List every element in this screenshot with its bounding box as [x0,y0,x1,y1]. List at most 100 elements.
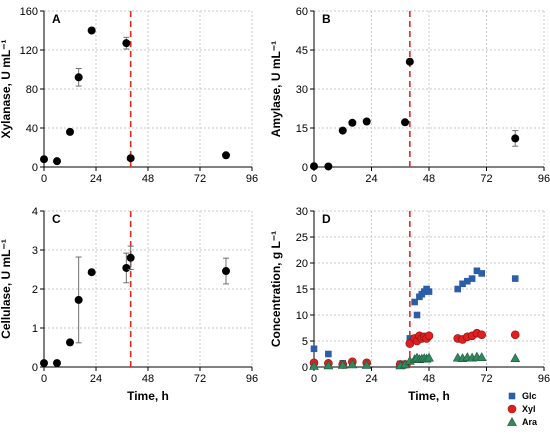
y-tick-label: 25 [296,232,308,244]
data-point [468,275,476,282]
legend-label: Glc [522,391,537,401]
y-tick-label: 60 [296,6,308,18]
data-point [122,263,131,272]
x-tick-label: 24 [90,173,102,185]
data-point [126,253,135,262]
x-tick-label: 0 [41,373,47,385]
data-point [87,26,96,35]
panel-label: A [52,12,61,26]
y-axis-title: Concentration, g L⁻¹ [269,231,283,347]
panel-label: C [52,212,61,226]
data-point [324,162,333,171]
data-point [87,268,96,277]
y-tick-label: 5 [302,336,308,348]
legend-label: Xyl [522,404,536,414]
data-point [510,353,521,362]
data-point [325,350,332,358]
legend-marker [507,404,517,414]
x-tick-label: 24 [365,173,377,185]
data-point [401,118,410,127]
y-tick-label: 0 [32,162,38,174]
x-tick-label: 0 [41,173,47,185]
data-point [454,285,462,293]
data-point [511,275,519,282]
data-point [53,157,61,166]
data-point [310,162,318,171]
x-tick-label: 96 [538,373,550,385]
x-tick-label: 48 [423,173,435,185]
data-point [478,270,486,277]
data-point [362,117,371,126]
data-point [511,134,520,143]
x-tick-label: 96 [538,173,550,185]
y-tick-label: 4 [32,206,38,218]
panel-label: B [322,12,331,26]
data-point [40,359,48,368]
y-tick-label: 160 [20,6,38,18]
y-axis-title: Amylase, U mL⁻¹ [269,41,283,137]
data-point [477,330,487,340]
series-data [40,245,230,368]
data-point [413,311,421,319]
x-tick-label: 48 [423,373,435,385]
x-tick-label: 48 [142,173,154,185]
data-point [338,126,347,135]
data-point [405,57,414,66]
panel-c: 0 24 48 72 96 0 1 2 3 4 C Cellulase, U mL⁻¹ Time, h [0,206,258,403]
y-tick-label: 80 [26,84,38,96]
data-point [222,151,230,160]
y-axis-title: Xylanase, U mL⁻¹ [0,39,13,138]
y-tick-label: 45 [296,45,308,57]
data-point [459,280,466,288]
x-tick-label: 24 [365,373,377,385]
y-tick-label: 15 [296,284,308,296]
x-axis-title: Time, h [127,389,169,403]
y-tick-label: 0 [302,362,308,374]
x-tick-label: 0 [311,373,317,385]
x-tick-label: 72 [480,173,492,185]
x-tick-label: 24 [90,373,102,385]
data-point [66,338,74,347]
series-data [310,57,520,171]
legend-marker [507,416,517,426]
data-point [361,359,372,369]
x-tick-label: 72 [194,373,206,385]
y-tick-label: 20 [296,258,308,270]
panel-d: 0 24 48 72 96 0 5 10 15 20 25 30 D Concentration, g L… [269,206,550,427]
x-tick-label: 72 [194,173,206,185]
data-point [66,127,74,136]
y-tick-label: 10 [296,310,308,322]
y-tick-label: 40 [26,123,38,135]
data-point [222,267,230,276]
y-tick-label: 15 [296,123,308,135]
data-point [425,288,433,295]
y-tick-label: 1 [32,323,38,335]
data-point [510,330,520,340]
y-tick-label: 2 [32,284,38,296]
data-point [347,359,358,369]
y-tick-label: 0 [32,362,38,374]
legend-label: Ara [522,417,538,427]
y-tick-label: 120 [20,45,38,57]
series-glc [310,267,519,368]
panel-label: D [322,212,331,226]
y-tick-label: 3 [32,245,38,257]
series-data [40,26,230,166]
data-point [424,331,434,341]
y-axis-title: Cellulase, U mL⁻¹ [0,239,13,339]
data-point [126,154,135,163]
data-point [310,345,318,353]
legend-marker [508,392,516,400]
y-tick-label: 0 [302,162,308,174]
data-point [473,267,481,275]
data-point [348,118,357,127]
legend: Glc Xyl Ara [507,391,538,427]
data-point [406,335,414,342]
series-ara [309,351,521,370]
data-point [74,295,83,304]
data-point [53,359,61,368]
x-tick-label: 48 [142,373,154,385]
x-tick-label: 72 [480,373,492,385]
y-tick-label: 30 [296,206,308,218]
